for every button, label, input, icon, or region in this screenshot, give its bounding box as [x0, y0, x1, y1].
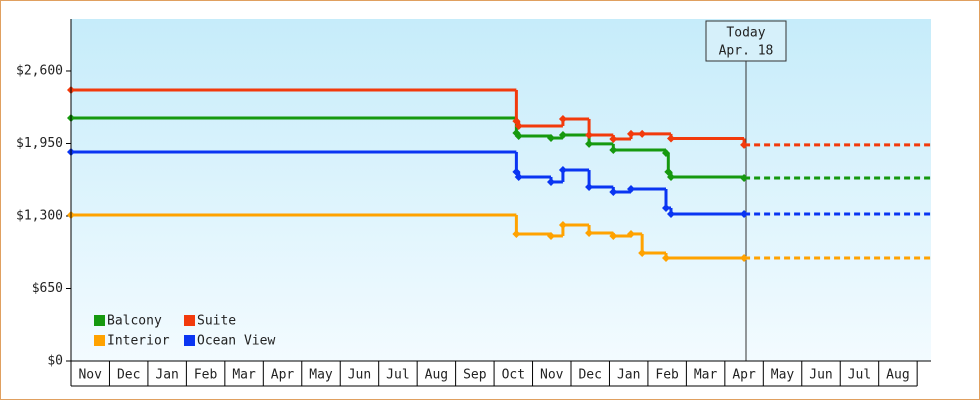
x-tick-label: Jan — [155, 368, 178, 383]
price-point — [662, 148, 670, 157]
y-tick-label: $1,950 — [16, 136, 63, 151]
x-tick-label: Mar — [232, 368, 256, 383]
y-tick-label: $650 — [32, 281, 63, 296]
price-point — [585, 139, 594, 148]
y-tick-label: $0 — [47, 354, 63, 369]
legend-label: Ocean View — [197, 334, 275, 349]
legend-swatch — [94, 335, 105, 346]
price-point — [662, 203, 670, 212]
price-point — [627, 129, 635, 138]
price-point — [609, 145, 618, 154]
price-point — [514, 121, 523, 130]
x-tick-label: Dec — [117, 368, 140, 383]
today-label: Today — [726, 26, 765, 41]
legend-label: Interior — [107, 334, 170, 349]
price-point — [638, 129, 647, 138]
x-tick-label: Dec — [578, 368, 601, 383]
price-point — [609, 188, 618, 197]
price-point — [667, 172, 675, 181]
x-tick-label: Jun — [809, 368, 832, 383]
x-tick-label: Mar — [694, 368, 718, 383]
x-tick-label: Aug — [425, 368, 448, 383]
x-tick-label: May — [309, 368, 333, 383]
price-point — [547, 177, 555, 186]
price-point — [547, 134, 555, 143]
price-point — [667, 134, 675, 143]
legend-swatch — [94, 315, 105, 326]
price-point — [514, 172, 523, 181]
x-tick-label: Jun — [348, 368, 371, 383]
legend-label: Balcony — [107, 314, 162, 329]
x-tick-label: Apr — [271, 368, 295, 383]
price-point — [558, 131, 567, 140]
y-tick-label: $2,600 — [16, 63, 63, 78]
price-point — [609, 135, 618, 144]
x-tick-label: Jan — [617, 368, 640, 383]
price-point — [585, 131, 594, 140]
price-point — [558, 114, 567, 123]
legend-label: Suite — [197, 314, 236, 329]
x-tick-label: Jul — [386, 368, 409, 383]
price-point — [740, 140, 749, 149]
price-point — [667, 209, 675, 218]
price-point — [558, 166, 567, 175]
price-point — [514, 132, 523, 141]
price-point — [740, 254, 749, 263]
x-tick-label: May — [771, 368, 795, 383]
x-tick-label: Feb — [655, 368, 679, 383]
plot-area — [71, 19, 931, 361]
price-point — [558, 221, 567, 230]
price-point — [662, 254, 670, 263]
price-point — [547, 231, 555, 240]
price-point — [585, 182, 594, 191]
price-point — [638, 249, 647, 258]
legend-swatch — [184, 335, 195, 346]
price-point — [627, 229, 635, 238]
legend-swatch — [184, 315, 195, 326]
x-tick-label: Jul — [848, 368, 871, 383]
x-tick-label: Oct — [502, 368, 525, 383]
x-tick-label: Apr — [732, 368, 756, 383]
x-tick-label: Nov — [78, 368, 102, 383]
price-point — [627, 184, 635, 193]
price-point — [585, 228, 594, 237]
y-tick-label: $1,300 — [16, 208, 63, 223]
today-box — [705, 20, 787, 62]
x-tick-label: Sep — [463, 368, 487, 383]
x-tick-label: Feb — [194, 368, 218, 383]
x-tick-label: Nov — [540, 368, 564, 383]
today-date: Apr. 18 — [719, 44, 774, 59]
price-point — [609, 231, 618, 240]
price-point — [512, 229, 521, 238]
x-tick-label: Aug — [886, 368, 909, 383]
price-point — [740, 209, 749, 218]
price-point — [740, 173, 749, 182]
